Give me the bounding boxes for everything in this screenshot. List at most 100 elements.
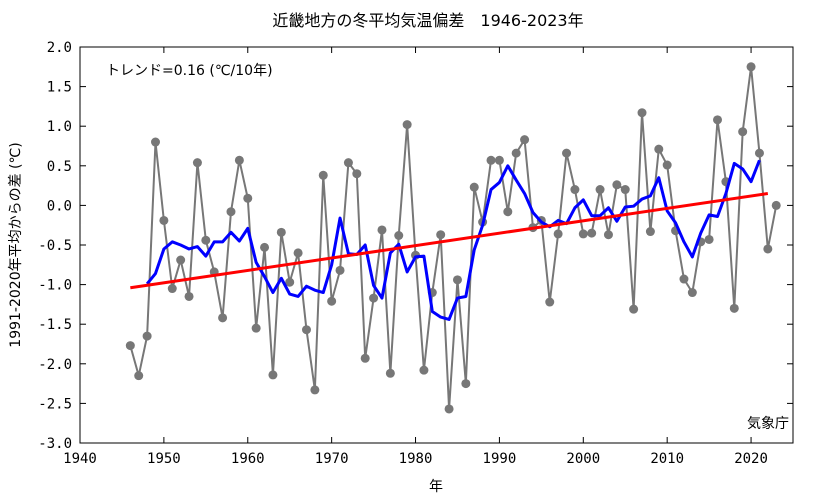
y-tick-label: -2.0 (38, 357, 72, 373)
annual-point (159, 215, 169, 225)
x-tick-label: 1940 (63, 451, 97, 467)
annual-point (511, 148, 521, 158)
annual-point (301, 325, 311, 335)
x-axis-label: 年 (429, 479, 443, 495)
annual-point (385, 368, 395, 378)
y-axis-label: 1991-2020年平均からの差 (℃) (8, 142, 24, 347)
annual-point (226, 207, 236, 217)
x-tick-label: 1960 (231, 451, 265, 467)
annual-point (276, 227, 286, 237)
annual-point (192, 158, 202, 168)
annual-point (620, 185, 630, 195)
annual-point (125, 341, 135, 351)
annual-point (444, 404, 454, 414)
annual-point (595, 185, 605, 195)
trend-annotation: トレンド=0.16 (℃/10年) (106, 63, 273, 79)
trend-series (130, 192, 769, 290)
annual-point (587, 228, 597, 238)
annual-point (629, 304, 639, 314)
annual-point (343, 158, 353, 168)
annual-point (578, 229, 588, 239)
annual-point (251, 323, 261, 333)
y-tick-label: -3.0 (38, 436, 72, 452)
annual-point (377, 225, 387, 235)
x-tick-label: 2020 (734, 451, 768, 467)
annual-point (570, 185, 580, 195)
annual-point (503, 207, 513, 217)
annual-point (201, 235, 211, 245)
annual-point (402, 120, 412, 130)
annual-point (746, 62, 756, 72)
annual-point (218, 313, 228, 323)
annual-point (654, 144, 664, 154)
annual-point (285, 277, 295, 287)
x-tick-label: 1980 (399, 451, 433, 467)
annual-point (520, 135, 530, 145)
y-tick-label: 2.0 (47, 40, 72, 56)
annual-point (679, 274, 689, 284)
annual-point (369, 293, 379, 303)
annual-point (268, 370, 278, 380)
annual-point (452, 275, 462, 285)
annual-point (234, 155, 244, 165)
chart-title: 近畿地方の冬平均気温偏差 1946-2023年 (272, 11, 583, 30)
annual-point (645, 227, 655, 237)
y-tick-label: 1.0 (47, 119, 72, 135)
annual-line (129, 66, 778, 410)
annual-point (469, 182, 479, 192)
annual-point (184, 291, 194, 301)
y-tick-label: 1.5 (47, 80, 72, 96)
annual-point (352, 169, 362, 179)
annual-point (545, 297, 555, 307)
annual-point (637, 108, 647, 118)
annual-point (360, 353, 370, 363)
annual-point (142, 331, 152, 341)
x-tick-label: 1970 (315, 451, 349, 467)
annual-point (612, 180, 622, 190)
annual-point (318, 170, 328, 180)
annual-point (335, 265, 345, 275)
annual-point (243, 193, 253, 203)
annual-point (494, 155, 504, 165)
annual-point (461, 379, 471, 389)
y-tick-label: -0.5 (38, 238, 72, 254)
annual-point (771, 200, 781, 210)
annual-point (293, 248, 303, 258)
axis-ticks: 1940 1950 1960 1970 1980 1990 2000 2010 2020 2.0 1… (38, 40, 793, 467)
x-tick-label: 1950 (147, 451, 181, 467)
x-tick-label: 1990 (483, 451, 517, 467)
y-tick-label: -1.0 (38, 278, 72, 294)
annual-point (713, 115, 723, 125)
y-tick-label: 0.5 (47, 159, 72, 175)
annual-point (167, 284, 177, 294)
annual-point (562, 148, 572, 158)
moving-average-line (145, 159, 761, 321)
annual-point (327, 296, 337, 306)
x-tick-label: 2000 (566, 451, 600, 467)
annual-point (662, 160, 672, 170)
annual-point (687, 288, 697, 298)
moving-average-series (145, 159, 761, 321)
annual-point (603, 230, 613, 240)
annual-point (176, 255, 186, 265)
annual-point (738, 127, 748, 137)
annual-series (125, 62, 781, 414)
annual-point (553, 229, 563, 239)
y-tick-label: -2.5 (38, 396, 72, 412)
annual-point (394, 230, 404, 240)
annual-point (729, 303, 739, 313)
annual-point (419, 365, 429, 375)
annual-point (260, 242, 270, 252)
annual-point (754, 148, 764, 158)
annual-point (150, 137, 160, 147)
source-label: 気象庁 (747, 416, 789, 432)
annual-point (310, 385, 320, 395)
annual-point (704, 234, 714, 244)
annual-point (763, 244, 773, 254)
x-tick-label: 2010 (650, 451, 684, 467)
y-tick-label: -1.5 (38, 317, 72, 333)
trend-line (130, 192, 769, 290)
annual-point (486, 155, 496, 165)
annual-point (436, 230, 446, 240)
